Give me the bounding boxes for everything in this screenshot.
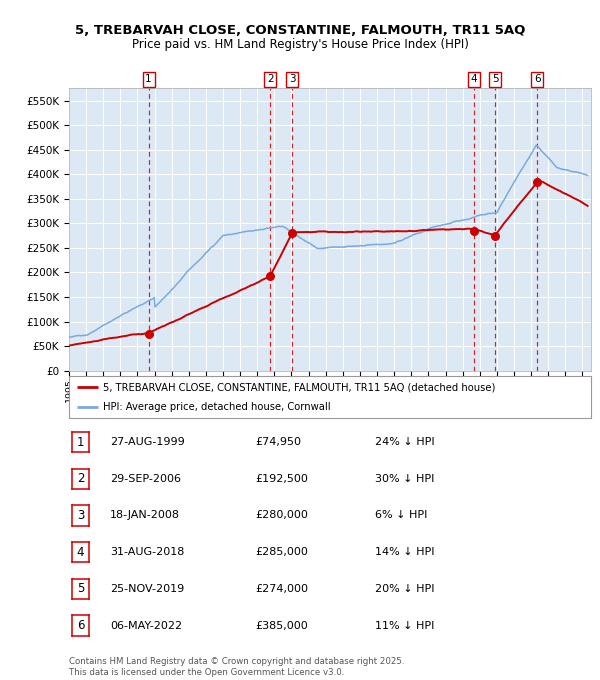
Text: 3: 3 [77,509,84,522]
Text: 4: 4 [77,545,84,559]
Text: 18-JAN-2008: 18-JAN-2008 [110,511,180,520]
Text: 06-MAY-2022: 06-MAY-2022 [110,621,182,630]
Text: £274,000: £274,000 [255,584,308,594]
Text: 30% ↓ HPI: 30% ↓ HPI [375,474,434,483]
Text: 5, TREBARVAH CLOSE, CONSTANTINE, FALMOUTH, TR11 5AQ: 5, TREBARVAH CLOSE, CONSTANTINE, FALMOUT… [75,24,525,37]
Text: 27-AUG-1999: 27-AUG-1999 [110,437,185,447]
Text: £280,000: £280,000 [255,511,308,520]
Text: 6: 6 [534,74,541,84]
Text: Contains HM Land Registry data © Crown copyright and database right 2025.
This d: Contains HM Land Registry data © Crown c… [69,657,404,677]
Text: £285,000: £285,000 [255,547,308,557]
Text: 11% ↓ HPI: 11% ↓ HPI [375,621,434,630]
Text: 2: 2 [267,74,274,84]
Text: 6% ↓ HPI: 6% ↓ HPI [375,511,427,520]
Text: 4: 4 [471,74,478,84]
Text: 1: 1 [77,435,84,449]
Text: 2: 2 [77,472,84,486]
Text: 31-AUG-2018: 31-AUG-2018 [110,547,184,557]
Text: 20% ↓ HPI: 20% ↓ HPI [375,584,434,594]
Text: HPI: Average price, detached house, Cornwall: HPI: Average price, detached house, Corn… [103,402,331,412]
Text: 5, TREBARVAH CLOSE, CONSTANTINE, FALMOUTH, TR11 5AQ (detached house): 5, TREBARVAH CLOSE, CONSTANTINE, FALMOUT… [103,382,496,392]
Text: 24% ↓ HPI: 24% ↓ HPI [375,437,434,447]
Text: Price paid vs. HM Land Registry's House Price Index (HPI): Price paid vs. HM Land Registry's House … [131,37,469,51]
Text: 25-NOV-2019: 25-NOV-2019 [110,584,184,594]
Text: £74,950: £74,950 [255,437,301,447]
Text: 6: 6 [77,619,84,632]
Text: 29-SEP-2006: 29-SEP-2006 [110,474,181,483]
Text: 5: 5 [492,74,499,84]
Text: £385,000: £385,000 [255,621,308,630]
Text: £192,500: £192,500 [255,474,308,483]
Text: 1: 1 [145,74,152,84]
Text: 14% ↓ HPI: 14% ↓ HPI [375,547,434,557]
Text: 5: 5 [77,582,84,596]
Text: 3: 3 [289,74,296,84]
